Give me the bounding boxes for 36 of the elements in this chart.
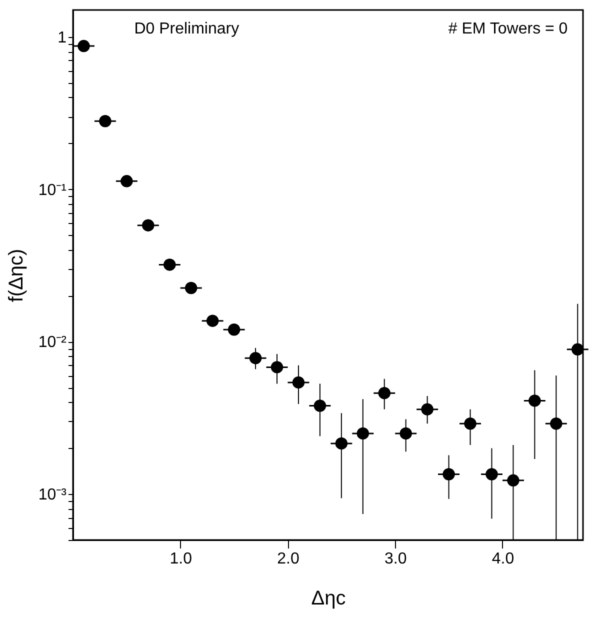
annotation: D0 Preliminary xyxy=(134,20,240,38)
y-tick-label: 10⁻¹ xyxy=(38,182,66,199)
point xyxy=(120,175,133,188)
point xyxy=(99,114,112,128)
y-tick-label: 10⁻² xyxy=(38,334,68,352)
point xyxy=(528,394,541,407)
x-axis-title: Δηc xyxy=(311,588,346,610)
point xyxy=(356,427,370,440)
y-tick-label: 10⁻³ xyxy=(38,486,68,504)
point xyxy=(507,474,520,487)
x-tick-label: 1.0 xyxy=(170,550,192,568)
x-tick-label: 4.0 xyxy=(492,550,514,568)
point xyxy=(270,361,284,374)
point xyxy=(184,282,198,294)
point xyxy=(206,314,219,327)
point xyxy=(442,468,455,480)
point xyxy=(142,219,154,232)
point xyxy=(550,418,562,430)
point xyxy=(314,400,326,412)
point xyxy=(249,352,262,364)
point xyxy=(464,418,476,430)
y-axis-title: f(Δηc) xyxy=(5,248,28,302)
point xyxy=(378,386,390,400)
point xyxy=(78,40,90,52)
x-tick-label: 3.0 xyxy=(384,550,407,568)
x-tick-label: 2.0 xyxy=(277,550,300,568)
point xyxy=(292,376,305,389)
point xyxy=(228,324,240,336)
point xyxy=(335,437,348,450)
point xyxy=(164,258,176,271)
point xyxy=(400,427,412,440)
annotation: # EM Towers = 0 xyxy=(448,20,568,38)
point xyxy=(572,343,584,356)
point xyxy=(486,468,498,480)
y-tick-label: 1 xyxy=(58,29,67,46)
point xyxy=(421,403,434,416)
